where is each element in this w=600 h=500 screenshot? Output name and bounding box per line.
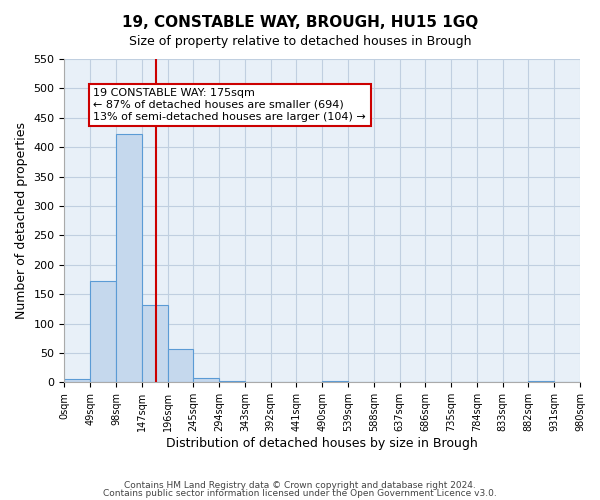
Text: Contains HM Land Registry data © Crown copyright and database right 2024.: Contains HM Land Registry data © Crown c… xyxy=(124,481,476,490)
Bar xyxy=(64,380,90,382)
Text: Contains public sector information licensed under the Open Government Licence v3: Contains public sector information licen… xyxy=(103,488,497,498)
Bar xyxy=(193,378,219,382)
Bar xyxy=(90,281,116,382)
Bar xyxy=(116,134,142,382)
Bar xyxy=(142,304,167,382)
Text: 19 CONSTABLE WAY: 175sqm
← 87% of detached houses are smaller (694)
13% of semi-: 19 CONSTABLE WAY: 175sqm ← 87% of detach… xyxy=(94,88,366,122)
Text: 19, CONSTABLE WAY, BROUGH, HU15 1GQ: 19, CONSTABLE WAY, BROUGH, HU15 1GQ xyxy=(122,15,478,30)
Y-axis label: Number of detached properties: Number of detached properties xyxy=(15,122,28,319)
Bar xyxy=(529,381,554,382)
Bar xyxy=(167,349,193,382)
X-axis label: Distribution of detached houses by size in Brough: Distribution of detached houses by size … xyxy=(166,437,478,450)
Bar xyxy=(322,381,348,382)
Bar xyxy=(219,381,245,382)
Text: Size of property relative to detached houses in Brough: Size of property relative to detached ho… xyxy=(129,35,471,48)
